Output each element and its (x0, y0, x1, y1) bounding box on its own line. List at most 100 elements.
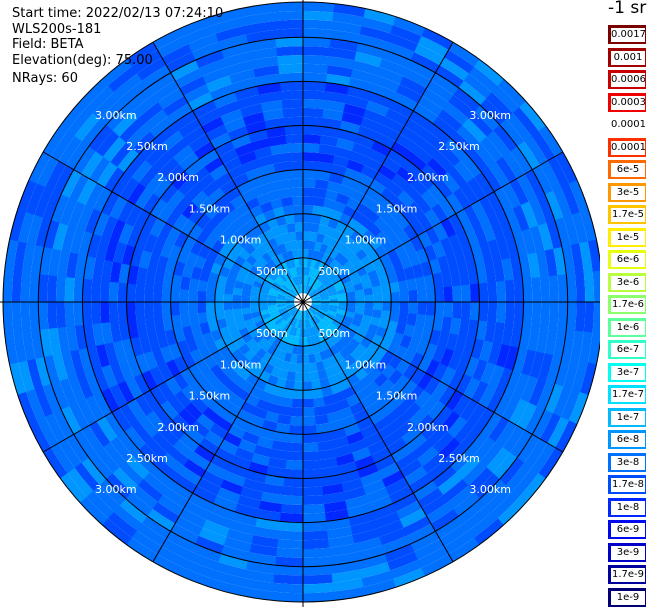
range-gate-cell (370, 447, 392, 464)
range-gate-cell (488, 161, 510, 188)
range-gate-cell (354, 367, 368, 381)
range-gate-cell (461, 461, 487, 487)
range-gate-cell (444, 443, 467, 467)
range-gate-cell (481, 412, 502, 438)
range-gate-cell (354, 134, 376, 150)
range-gate-cell (566, 302, 577, 332)
range-gate-cell (303, 213, 313, 224)
range-gate-cell (348, 511, 374, 527)
range-gate-cell (266, 344, 277, 356)
range-gate-cell (466, 403, 487, 427)
range-gate-cell (335, 453, 355, 467)
range-gate-cell (325, 256, 335, 267)
range-gate-cell (303, 2, 336, 13)
range-gate-cell (372, 285, 382, 295)
colorbar-cell: 3e-7 (607, 361, 647, 383)
range-gate-cell (152, 150, 174, 173)
range-gate-cell (177, 247, 191, 264)
range-gate-cell (528, 197, 547, 227)
range-gate-cell (454, 250, 468, 270)
range-gate-cell (544, 190, 564, 221)
range-gate-cell (291, 187, 304, 197)
range-gate-cell (274, 317, 284, 326)
range-gate-cell (448, 42, 480, 67)
range-gate-cell (544, 327, 558, 356)
range-gate-cell (320, 465, 340, 478)
start-time-text: Start time: 2022/02/13 07:24:10 (12, 6, 224, 21)
range-gate-cell (510, 324, 523, 349)
range-gate-cell (282, 486, 303, 497)
range-gate-cell (315, 422, 331, 434)
range-gate-cell (302, 486, 324, 497)
range-gate-cell (390, 25, 423, 45)
range-gate-cell (420, 554, 453, 577)
range-gate-cell (225, 277, 236, 288)
range-gate-cell (303, 187, 316, 197)
range-gate-cell (521, 228, 537, 255)
range-gate-cell (504, 302, 515, 325)
range-gate-cell (360, 424, 378, 440)
range-gate-cell (566, 273, 577, 303)
range-gate-cell (287, 433, 303, 444)
range-gate-cell (257, 270, 268, 280)
range-gate-cell (82, 301, 93, 326)
ring-label: 1.00km (220, 358, 262, 371)
range-gate-cell (310, 223, 320, 233)
range-gate-cell (241, 332, 254, 344)
range-gate-cell (319, 243, 329, 254)
range-gate-cell (310, 306, 319, 313)
range-gate-cell (277, 179, 292, 190)
range-gate-cell (286, 343, 294, 354)
range-gate-cell (421, 27, 454, 51)
range-gate-cell (326, 65, 354, 78)
range-gate-cell (11, 270, 23, 302)
range-gate-cell (4, 238, 19, 272)
range-gate-cell (291, 249, 299, 259)
range-gate-cell (251, 534, 279, 548)
range-gate-cell (327, 535, 355, 548)
range-gate-cell (272, 315, 282, 323)
range-gate-cell (367, 323, 379, 335)
range-gate-cell (232, 301, 242, 310)
range-gate-cell (256, 436, 274, 449)
range-gate-cell (350, 349, 363, 362)
range-gate-cell (214, 393, 231, 410)
range-gate-cell (280, 196, 294, 208)
range-gate-cell (193, 255, 207, 270)
range-gate-cell (233, 314, 245, 324)
range-gate-cell (362, 229, 376, 244)
range-gate-cell (464, 226, 480, 248)
range-gate-cell (414, 195, 432, 215)
range-gate-cell (145, 410, 166, 432)
range-gate-cell (452, 394, 472, 417)
range-gate-cell (246, 29, 277, 44)
range-gate-cell (235, 320, 247, 331)
range-gate-cell (333, 351, 345, 364)
azimuth-spoke (302, 301, 454, 563)
range-gate-cell (485, 485, 513, 513)
range-gate-cell (204, 430, 224, 448)
range-gate-cell (285, 269, 293, 280)
range-gate-cell (232, 77, 258, 93)
range-gate-cell (138, 334, 152, 354)
range-gate-cell (324, 366, 336, 378)
range-gate-cell (381, 364, 396, 379)
range-gate-cell (296, 354, 303, 364)
range-gate-cell (96, 161, 118, 188)
range-gate-cell (34, 385, 54, 417)
colorbar-cell: 1.7e-7 (607, 384, 647, 405)
range-gate-cell (311, 294, 320, 300)
range-gate-cell (488, 416, 510, 443)
range-gate-cell (258, 500, 282, 513)
colorbar-cell: 6e-9 (607, 519, 647, 540)
range-gate-cell (383, 262, 396, 275)
range-gate-cell (216, 487, 241, 504)
range-gate-cell (273, 565, 303, 576)
range-gate-cell (165, 359, 181, 377)
colorbar-tick-label: 1.7e-7 (611, 388, 645, 402)
range-gate-cell (291, 345, 299, 355)
range-gate-cell (269, 287, 279, 294)
range-gate-cell (335, 266, 346, 277)
colorbar-tick-label: 1.7e-5 (611, 208, 645, 222)
range-gate-cell (313, 260, 322, 270)
